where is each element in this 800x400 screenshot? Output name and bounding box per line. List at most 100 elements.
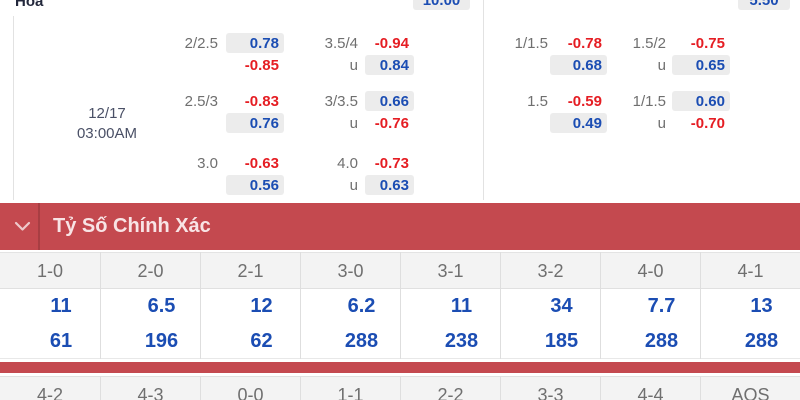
correct-score-grid-2: 4-2 4-3 0-0 1-1 2-2 3-3 4-4 AOS (0, 376, 800, 400)
odd-value[interactable]: 0.56 (226, 175, 284, 195)
score-odd[interactable]: 6.5 (101, 289, 200, 324)
odds-row: 2.5/3 -0.83 3/3.5 0.66 (13, 91, 414, 111)
score-odd[interactable]: 7.7 (601, 289, 700, 324)
odd-value[interactable]: -0.63 (244, 154, 279, 172)
banner-divider (38, 203, 40, 250)
odd-value[interactable]: -0.70 (690, 114, 725, 132)
score-column: 4-1 13 288 (700, 252, 800, 359)
odds-row: 0.68 u 0.65 (500, 55, 730, 75)
score-header: 4-0 (601, 252, 700, 289)
score-odd[interactable]: 196 (101, 324, 200, 359)
handicap-label: u (349, 56, 358, 74)
score-header: AOS (700, 376, 800, 400)
odd-value[interactable]: 0.68 (550, 55, 607, 75)
score-header: 2-1 (201, 252, 300, 289)
score-header: 1-0 (0, 252, 100, 289)
score-odd[interactable]: 288 (601, 324, 700, 359)
score-odd[interactable]: 185 (501, 324, 600, 359)
score-column: 3-0 6.2 288 (300, 252, 400, 359)
handicap-label: 1.5/2 (632, 34, 666, 52)
score-odd[interactable]: 288 (301, 324, 400, 359)
handicap-label: 1/1.5 (514, 34, 548, 52)
odds-row: 3.0 -0.63 4.0 -0.73 (13, 153, 414, 173)
correct-score-section-banner[interactable]: Tỷ Số Chính Xác (0, 203, 800, 250)
score-header: 4-1 (701, 252, 800, 289)
score-header: 3-0 (301, 252, 400, 289)
match-datetime: 12/17 03:00AM (28, 104, 186, 144)
score-header: 2-0 (101, 252, 200, 289)
odd-value[interactable]: 0.76 (226, 113, 284, 133)
odd-value[interactable]: 0.63 (365, 175, 414, 195)
draw-odd-right[interactable]: 5.50 (738, 0, 790, 10)
score-column: 3-2 34 185 (500, 252, 600, 359)
handicap-label: 4.0 (337, 154, 358, 172)
odd-value[interactable]: 0.66 (365, 91, 414, 111)
red-separator (0, 362, 800, 373)
odd-value[interactable]: 0.84 (365, 55, 414, 75)
score-odd[interactable]: 34 (501, 289, 600, 324)
odds-row: 1/1.5 -0.78 1.5/2 -0.75 (500, 33, 730, 53)
odd-value[interactable]: -0.78 (567, 34, 602, 52)
handicap-label: 1/1.5 (632, 92, 666, 110)
handicap-label: 2.5/3 (184, 92, 218, 110)
odds-row: 2/2.5 0.78 3.5/4 -0.94 (13, 33, 414, 53)
handicap-label: 3.5/4 (324, 34, 358, 52)
score-odd[interactable]: 61 (0, 324, 100, 359)
odd-value[interactable]: -0.85 (244, 56, 279, 74)
correct-score-grid: 1-0 11 61 2-0 6.5 196 2-1 12 62 3-0 6.2 … (0, 252, 800, 359)
score-column: 3-1 11 238 (400, 252, 500, 359)
odd-value[interactable]: 0.49 (550, 113, 607, 133)
handicap-odds-panel: Hòa 10.00 5.50 12/17 03:00AM 2/2.5 0.78 … (13, 0, 790, 200)
handicap-label: u (657, 114, 666, 132)
score-header: 1-1 (300, 376, 400, 400)
score-header: 2-2 (400, 376, 500, 400)
score-odd[interactable]: 288 (701, 324, 800, 359)
handicap-label: 1.5 (527, 92, 548, 110)
odds-row: 0.56 u 0.63 (13, 175, 414, 195)
score-odd[interactable]: 11 (401, 289, 500, 324)
handicap-label: 3/3.5 (324, 92, 358, 110)
match-time: 03:00AM (76, 125, 138, 142)
odd-value[interactable]: -0.73 (374, 154, 409, 172)
score-odd[interactable]: 62 (201, 324, 300, 359)
draw-label: Hòa (15, 0, 44, 10)
odd-value[interactable]: -0.59 (567, 92, 602, 110)
odd-value[interactable]: 0.60 (672, 91, 730, 111)
match-date: 12/17 (88, 105, 126, 122)
odd-value[interactable]: -0.83 (244, 92, 279, 110)
odd-value[interactable]: -0.94 (374, 34, 409, 52)
score-header: 3-3 (500, 376, 600, 400)
score-header: 3-2 (501, 252, 600, 289)
handicap-label: 3.0 (197, 154, 218, 172)
handicap-label: u (657, 56, 666, 74)
section-title: Tỷ Số Chính Xác (53, 215, 211, 237)
odd-value[interactable]: 0.78 (226, 33, 284, 53)
odds-row: 0.76 u -0.76 (13, 113, 414, 133)
score-odd[interactable]: 13 (701, 289, 800, 324)
handicap-label: u (349, 114, 358, 132)
score-column: 2-0 6.5 196 (100, 252, 200, 359)
odd-value[interactable]: -0.75 (690, 34, 725, 52)
odd-value[interactable]: -0.76 (374, 114, 409, 132)
odd-value[interactable]: 0.65 (672, 55, 730, 75)
score-header: 0-0 (200, 376, 300, 400)
panel-middle-divider (483, 0, 484, 200)
score-header: 4-4 (600, 376, 700, 400)
odds-row: 0.49 u -0.70 (500, 113, 730, 133)
score-odd[interactable]: 11 (0, 289, 100, 324)
score-odd[interactable]: 6.2 (301, 289, 400, 324)
draw-odd-left[interactable]: 10.00 (413, 0, 470, 10)
score-column: 4-0 7.7 288 (600, 252, 700, 359)
score-header: 4-3 (100, 376, 200, 400)
score-odd[interactable]: 238 (401, 324, 500, 359)
score-odd[interactable]: 12 (201, 289, 300, 324)
handicap-label: u (349, 176, 358, 194)
panel-left-divider (13, 16, 14, 200)
score-column: 1-0 11 61 (0, 252, 100, 359)
odds-row: -0.85 u 0.84 (13, 55, 414, 75)
handicap-label: 2/2.5 (184, 34, 218, 52)
score-header: 3-1 (401, 252, 500, 289)
chevron-down-icon[interactable] (6, 203, 38, 250)
score-column: 2-1 12 62 (200, 252, 300, 359)
